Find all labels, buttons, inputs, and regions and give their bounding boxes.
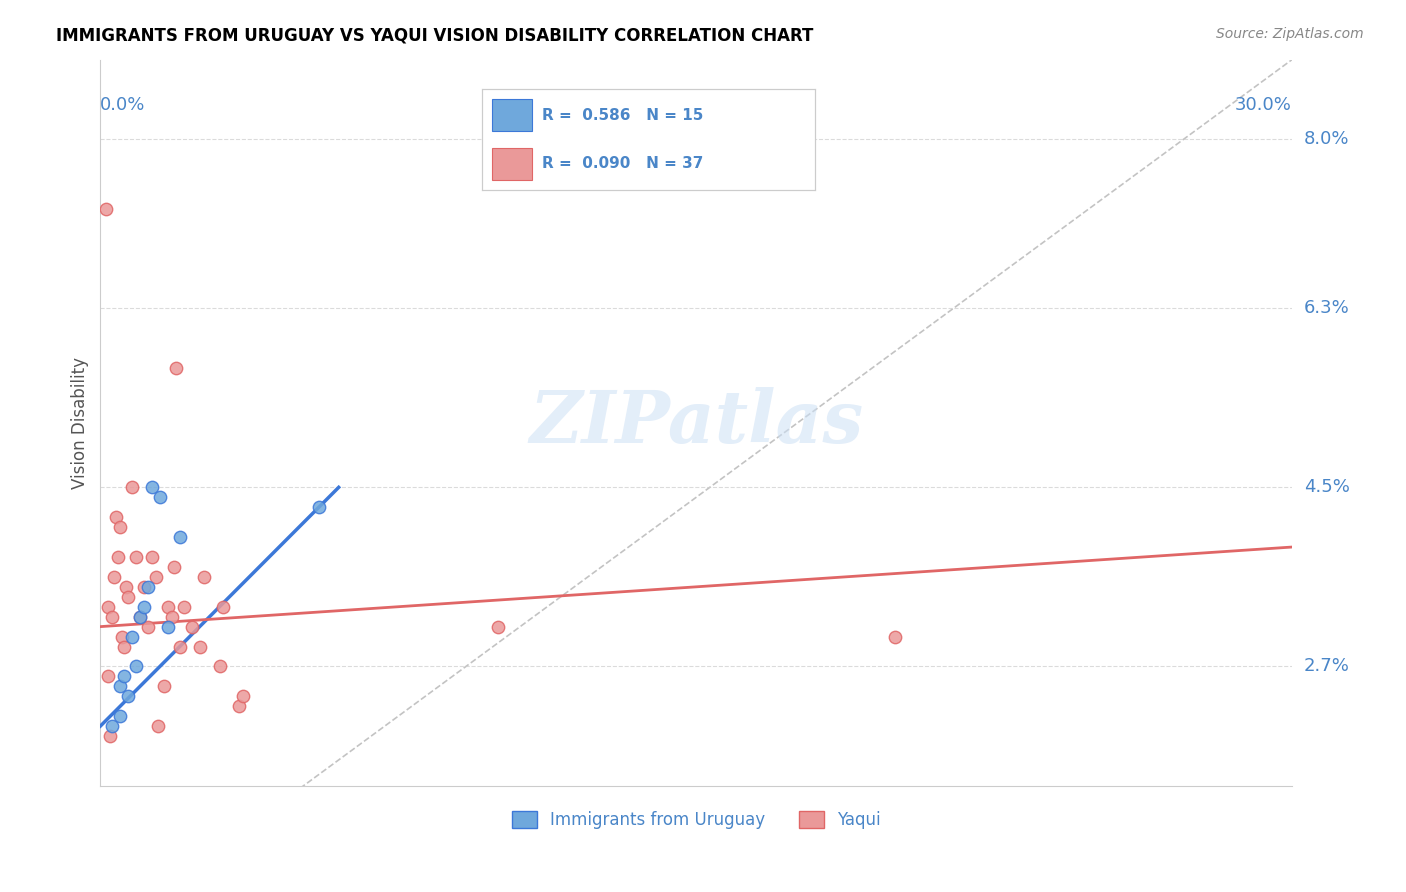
Point <box>165 361 187 376</box>
Point <box>141 480 163 494</box>
Point <box>121 480 143 494</box>
Point <box>132 599 155 614</box>
Point <box>108 709 131 723</box>
Point <box>169 530 191 544</box>
Text: 4.5%: 4.5% <box>1303 478 1350 496</box>
Point <box>883 630 905 644</box>
Text: 2.7%: 2.7% <box>1303 657 1350 675</box>
Text: 0.0%: 0.0% <box>100 96 146 114</box>
Point <box>232 690 254 704</box>
Text: 6.3%: 6.3% <box>1303 300 1350 318</box>
Point <box>173 599 195 614</box>
Point <box>101 609 124 624</box>
Point <box>103 570 125 584</box>
Point <box>121 630 143 644</box>
Point <box>208 659 231 673</box>
Point <box>308 500 330 515</box>
Point <box>98 729 121 743</box>
Point <box>101 719 124 733</box>
Point <box>146 719 169 733</box>
Point <box>105 510 128 524</box>
Text: 8.0%: 8.0% <box>1303 130 1350 148</box>
Point <box>145 570 167 584</box>
Point <box>149 491 172 505</box>
Point <box>136 580 159 594</box>
Point <box>129 609 152 624</box>
Point <box>132 580 155 594</box>
Point <box>193 570 215 584</box>
Text: IMMIGRANTS FROM URUGUAY VS YAQUI VISION DISABILITY CORRELATION CHART: IMMIGRANTS FROM URUGUAY VS YAQUI VISION … <box>56 27 814 45</box>
Point <box>111 630 134 644</box>
Point <box>228 699 250 714</box>
Point <box>125 659 148 673</box>
Point <box>163 560 186 574</box>
Point <box>153 679 176 693</box>
Point <box>486 619 509 633</box>
Point <box>96 202 118 216</box>
Point <box>129 609 152 624</box>
Text: 30.0%: 30.0% <box>1236 96 1292 114</box>
Y-axis label: Vision Disability: Vision Disability <box>72 357 89 489</box>
Point <box>112 640 135 654</box>
Point <box>108 520 131 534</box>
Point <box>156 619 179 633</box>
Point <box>141 549 163 564</box>
Point <box>107 549 129 564</box>
Legend: Immigrants from Uruguay, Yaqui: Immigrants from Uruguay, Yaqui <box>505 804 887 836</box>
Point <box>117 590 139 604</box>
Point <box>125 549 148 564</box>
Point <box>156 599 179 614</box>
Point <box>115 580 138 594</box>
Point <box>108 679 131 693</box>
Point <box>188 640 211 654</box>
Text: ZIPatlas: ZIPatlas <box>529 387 863 458</box>
Point <box>117 690 139 704</box>
Text: Source: ZipAtlas.com: Source: ZipAtlas.com <box>1216 27 1364 41</box>
Point <box>180 619 202 633</box>
Point <box>97 669 120 683</box>
Point <box>136 619 159 633</box>
Point <box>212 599 235 614</box>
Point <box>112 669 135 683</box>
Point <box>169 640 191 654</box>
Point <box>160 609 183 624</box>
Point <box>97 599 120 614</box>
